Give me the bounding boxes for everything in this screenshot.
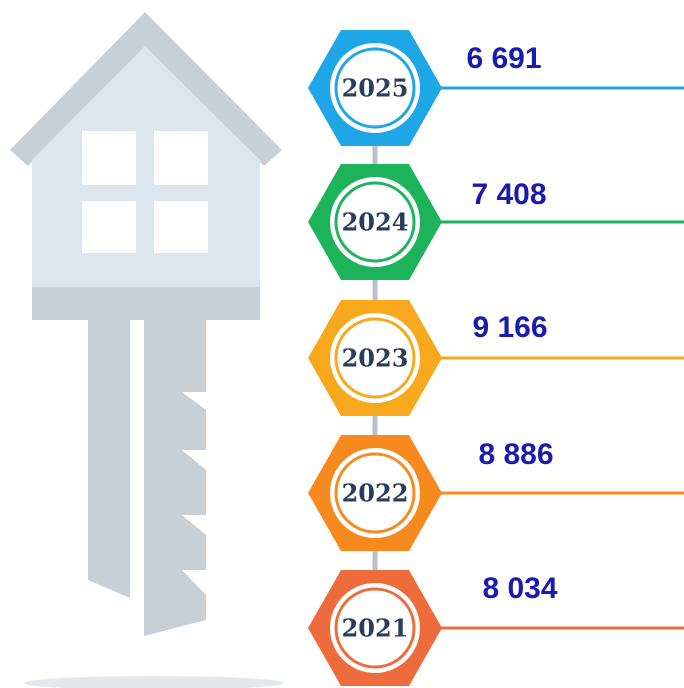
- window: [82, 201, 136, 253]
- value-label: 8 886: [478, 438, 553, 471]
- window: [154, 201, 208, 253]
- value-label: 9 166: [472, 311, 547, 344]
- timeline-item: 2023 9 166: [308, 300, 684, 416]
- key-shaft: [88, 320, 130, 598]
- timeline-item: 2021 8 034: [308, 570, 684, 686]
- window: [82, 131, 136, 185]
- house-key: [10, 12, 284, 688]
- house-body: [32, 46, 260, 292]
- value-label: 6 691: [466, 42, 541, 75]
- band: [32, 287, 260, 320]
- year-label: 2024: [342, 208, 409, 237]
- window: [154, 131, 208, 185]
- key-blade: [144, 320, 206, 636]
- timeline-item: 2024 7 408: [308, 164, 684, 280]
- year-label: 2021: [342, 614, 409, 643]
- timeline-item: 2025 6 691: [308, 30, 684, 146]
- shadow: [24, 676, 284, 688]
- infographic: 2025 6 691 2024 7 408 2023 9 166 2022 8 886 2021…: [0, 0, 684, 688]
- year-label: 2022: [342, 479, 409, 508]
- year-label: 2023: [342, 344, 409, 373]
- timeline-item: 2022 8 886: [308, 435, 684, 551]
- timeline: 2025 6 691 2024 7 408 2023 9 166 2022 8 886 2021…: [308, 30, 684, 686]
- value-label: 8 034: [482, 572, 557, 605]
- value-label: 7 408: [471, 178, 546, 211]
- year-label: 2025: [342, 74, 409, 103]
